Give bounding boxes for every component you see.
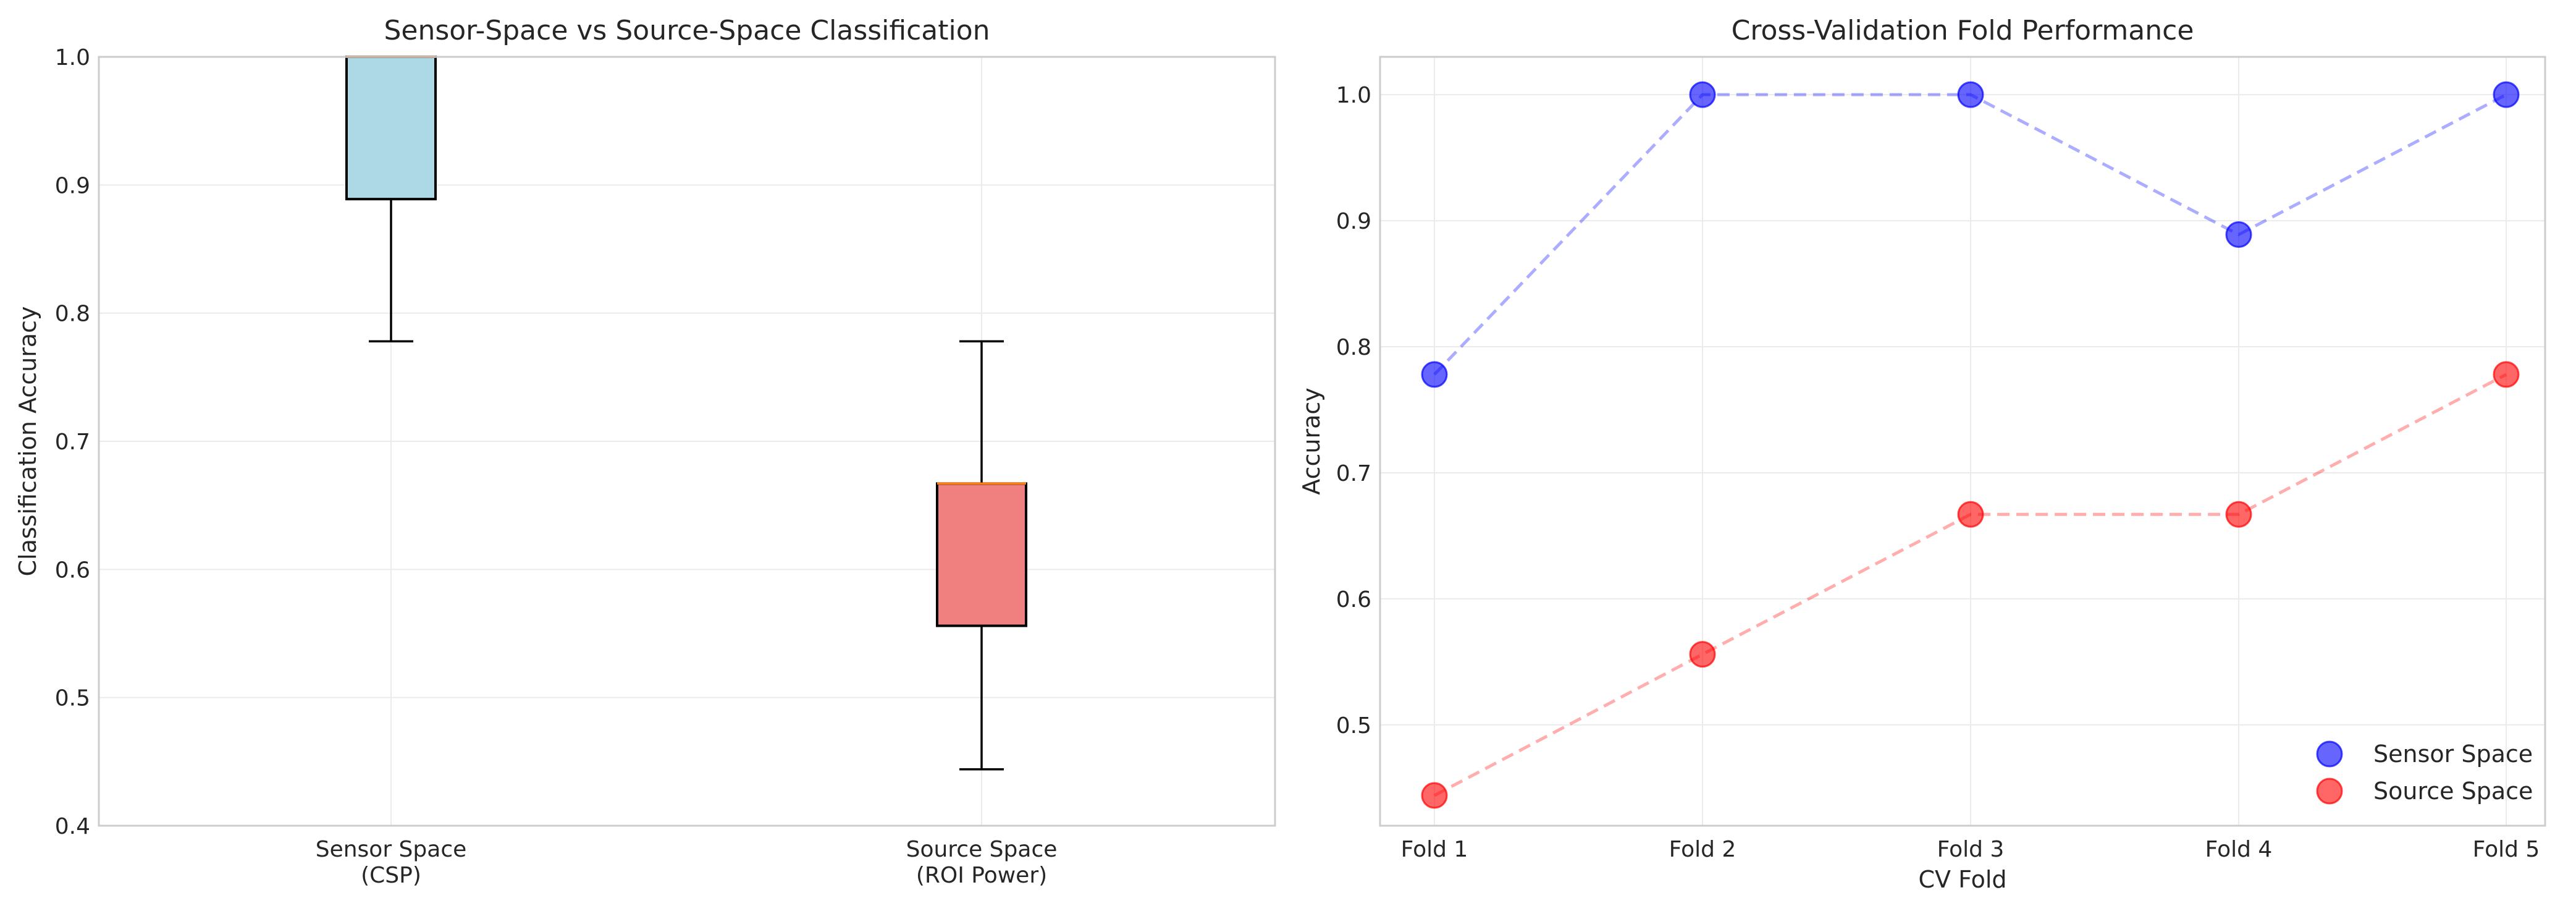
data-point bbox=[1689, 641, 1716, 668]
y-tick-label: 1.0 bbox=[55, 45, 90, 70]
box-plot-y-axis-label: Classification Accuracy bbox=[14, 307, 41, 577]
data-point bbox=[2493, 81, 2520, 108]
x-tick-label: Source Space bbox=[906, 837, 1058, 862]
data-point bbox=[1957, 81, 1984, 108]
box-plot-panel: 0.4 0.5 0.6 0.7 0.8 0.9 1.0 Sensor Space(CSP) So… bbox=[14, 15, 1276, 888]
box-plot-frame bbox=[98, 56, 1276, 827]
series-1 bbox=[1421, 81, 2520, 388]
data-point bbox=[1421, 361, 1448, 388]
y-tick-label: 0.9 bbox=[1336, 209, 1371, 234]
fold-plot-grid bbox=[1380, 57, 2545, 826]
data-point bbox=[1421, 782, 1448, 809]
data-point bbox=[2225, 501, 2252, 528]
y-tick-label: 0.6 bbox=[55, 557, 90, 583]
data-point bbox=[1689, 81, 1716, 108]
fold-plot-x-axis-label: CV Fold bbox=[1918, 866, 2006, 893]
box-plot-title: Sensor-Space vs Source-Space Classificat… bbox=[384, 15, 990, 46]
legend-marker bbox=[2316, 778, 2343, 805]
x-tick-label: Fold 2 bbox=[1669, 837, 1736, 862]
legend-marker bbox=[2316, 740, 2343, 768]
x-tick-label: Fold 5 bbox=[2473, 837, 2540, 862]
box-1 bbox=[345, 56, 437, 343]
x-tick-label: Fold 4 bbox=[2205, 837, 2273, 862]
fold-plot-y-axis-label: Accuracy bbox=[1298, 388, 1325, 495]
x-tick-label: Fold 1 bbox=[1401, 837, 1468, 862]
y-tick-label: 0.8 bbox=[55, 302, 90, 327]
legend-label: Sensor Space bbox=[2373, 740, 2533, 768]
x-tick-label-secondary: (ROI Power) bbox=[916, 863, 1047, 888]
x-tick-label: Fold 3 bbox=[1937, 837, 2005, 862]
y-tick-label: 0.6 bbox=[1336, 587, 1371, 612]
legend-label: Source Space bbox=[2373, 778, 2533, 805]
data-point bbox=[2225, 221, 2252, 248]
y-tick-label: 0.4 bbox=[55, 814, 90, 839]
box-plot-grid bbox=[99, 56, 1275, 826]
fold-plot-panel: 0.5 0.6 0.7 0.8 0.9 1.0 Fold 1 Fold 2 Fold 3 Fold… bbox=[1298, 15, 2546, 893]
box-plot-ticks: 0.4 0.5 0.6 0.7 0.8 0.9 1.0 Sensor Space(CSP) So… bbox=[55, 45, 1058, 888]
box-2 bbox=[936, 340, 1027, 771]
x-tick-label: Sensor Space bbox=[316, 837, 467, 862]
fold-plot-marks bbox=[1421, 81, 2520, 809]
fold-plot-title: Cross-Validation Fold Performance bbox=[1732, 15, 2194, 46]
x-tick-label-secondary: (CSP) bbox=[361, 863, 421, 888]
iqr-box bbox=[936, 482, 1027, 627]
fold-plot-legend: Sensor Space Source Space bbox=[2316, 740, 2533, 805]
box-plot-marks bbox=[345, 56, 1027, 771]
iqr-box bbox=[345, 56, 437, 201]
y-tick-label: 0.8 bbox=[1336, 335, 1371, 360]
data-point bbox=[1957, 501, 1984, 528]
y-tick-label: 0.5 bbox=[55, 686, 90, 711]
fold-plot-ticks: 0.5 0.6 0.7 0.8 0.9 1.0 Fold 1 Fold 2 Fold 3 Fold… bbox=[1336, 83, 2540, 862]
y-tick-label: 0.9 bbox=[55, 173, 90, 198]
y-tick-label: 0.7 bbox=[1336, 461, 1371, 486]
fold-plot-frame bbox=[1379, 56, 2546, 827]
y-tick-label: 0.5 bbox=[1336, 713, 1371, 739]
data-point bbox=[2493, 361, 2520, 388]
y-tick-label: 0.7 bbox=[55, 430, 90, 455]
series-2 bbox=[1421, 361, 2520, 809]
y-tick-label: 1.0 bbox=[1336, 83, 1371, 108]
